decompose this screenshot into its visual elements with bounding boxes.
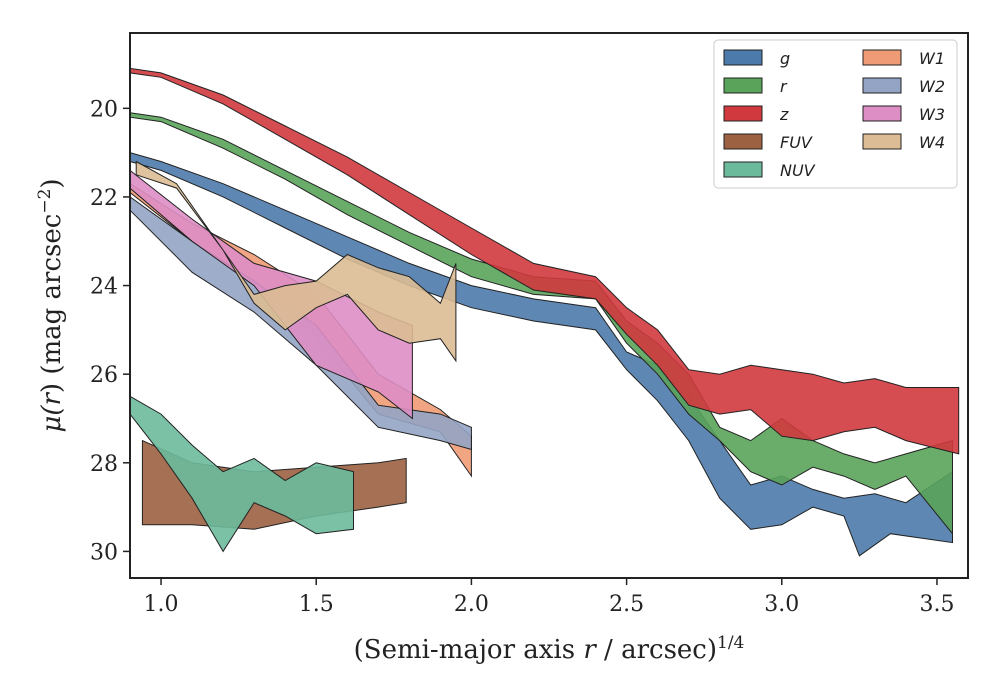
x-tick-label: 2.5: [609, 592, 644, 617]
legend: grz FUV NUV W1 W2 W3 W4: [713, 39, 958, 189]
y-tick-label: 26: [90, 363, 118, 388]
x-axis: 1.0 1.5 2.0 2.5 3.0 3.5: [144, 578, 954, 617]
legend-label-nuv: NUV: [780, 161, 816, 180]
legend-label-w2: W2: [919, 77, 945, 96]
legend-swatch-fuv: [723, 133, 763, 150]
y-tick-label: 28: [90, 452, 118, 477]
legend-label-z: z: [779, 105, 789, 124]
plot-frame: [129, 32, 969, 579]
x-tick-label: 1.5: [299, 592, 334, 617]
y-tick-label: 30: [90, 540, 118, 565]
legend-swatch-nuv: [723, 161, 763, 178]
legend-label-w4: W4: [919, 133, 945, 152]
y-tick-label: 22: [90, 186, 118, 211]
series-band-z: [129, 67, 960, 455]
legend-swatch-w4: [862, 133, 902, 150]
series-layer: [129, 67, 960, 557]
y-tick-label: 24: [90, 275, 118, 300]
x-tick-label: 3.0: [764, 592, 799, 617]
legend-label-r: r: [780, 77, 788, 96]
legend-label-w3: W3: [919, 105, 945, 124]
legend-swatch-g: [723, 49, 763, 66]
series-band-w4: [135, 160, 457, 363]
x-tick-label: 1.0: [144, 592, 179, 617]
legend-swatch-r: [723, 77, 763, 94]
legend-swatch-w1: [862, 49, 902, 66]
legend-frame: [713, 39, 958, 189]
legend-swatch-z: [723, 105, 763, 122]
series-band-nuv: [129, 395, 354, 553]
legend-label-fuv: FUV: [780, 133, 813, 152]
y-axis: 20 22 24 26 28 30: [90, 97, 130, 565]
legend-label-w1: W1: [919, 49, 945, 68]
x-tick-label: 3.5: [919, 592, 954, 617]
y-tick-label: 20: [90, 97, 118, 122]
legend-label-g: g: [780, 49, 790, 68]
legend-swatch-w3: [862, 105, 902, 122]
legend-swatch-w2: [862, 77, 902, 94]
y-axis-label: μ(r) (mag arcsec−2): [35, 178, 67, 432]
x-tick-label: 2.0: [454, 592, 489, 617]
x-axis-label: (Semi-major axis r / arcsec)1/4: [354, 633, 745, 665]
